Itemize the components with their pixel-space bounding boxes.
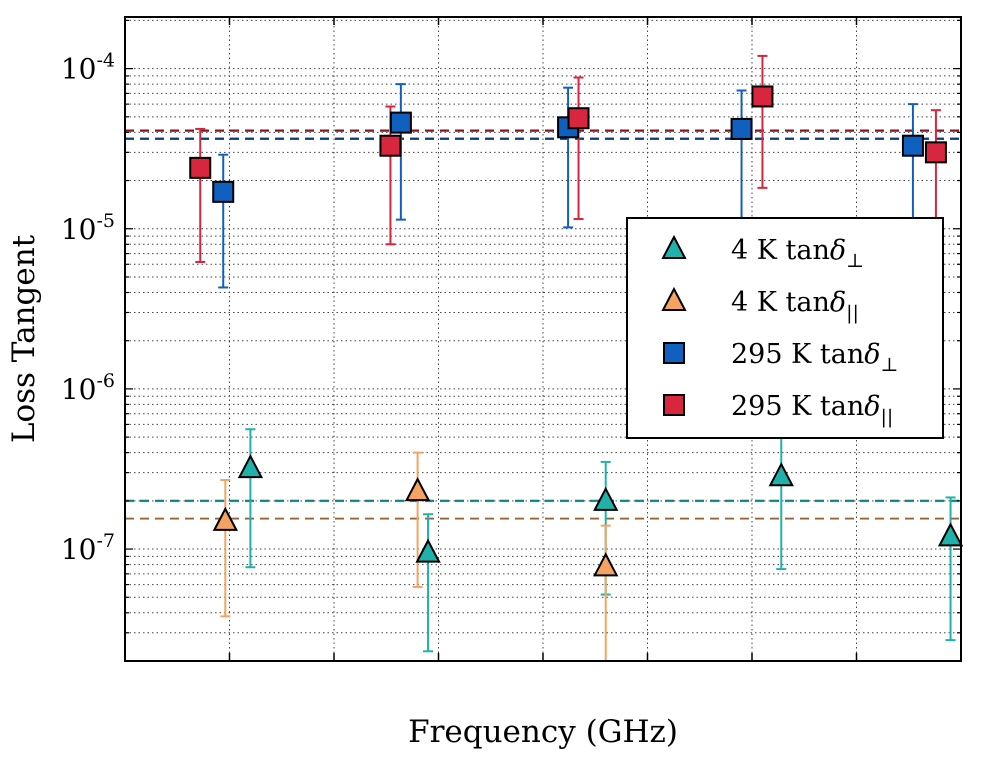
legend-label: 295 K tanδ⊥ [731, 339, 898, 376]
y-tick-label-base: 10 [61, 213, 97, 246]
data-point-triangle [404, 476, 431, 502]
data-point-square [901, 134, 924, 157]
data-point-square [389, 111, 412, 134]
y-axis-title: Loss Tangent [6, 234, 42, 443]
legend-label-symbol: δ [830, 235, 846, 266]
y-tick-label-exponent: -4 [96, 50, 115, 72]
legend-label-subscript: || [880, 406, 893, 428]
data-point-square [212, 180, 235, 203]
legend-label-prefix: 4 K tan [731, 235, 830, 266]
legend-label: 295 K tanδ|| [731, 391, 893, 428]
y-tick-label-base: 10 [61, 533, 97, 566]
data-point-square [567, 107, 590, 130]
data-point-square [924, 141, 947, 164]
data-point-triangle [593, 552, 619, 577]
legend-label-subscript: ⊥ [846, 250, 864, 272]
y-tick-label-base: 10 [61, 53, 97, 86]
mean-lines-layer [125, 129, 961, 520]
y-tick-label: 10-4 [61, 50, 115, 86]
y-tick-label-base: 10 [61, 373, 97, 406]
legend-marker [661, 286, 687, 311]
legend: 4 K tanδ⊥4 K tanδ||295 K tanδ⊥295 K tanδ… [626, 217, 944, 439]
data-point-triangle [768, 462, 794, 487]
y-tick-label: 10-5 [61, 210, 115, 246]
y-tick-label: 10-6 [61, 370, 115, 406]
legend-label-subscript: || [846, 302, 859, 324]
ticks-layer: 10-710-610-510-4 [61, 17, 962, 662]
data-point-triangle [415, 538, 441, 563]
x-axis-title: Frequency (GHz) [408, 714, 678, 750]
data-point-square [189, 156, 212, 179]
data-point-triangle [593, 486, 619, 511]
legend-label: 4 K tanδ⊥ [731, 235, 864, 272]
data-point-square [751, 85, 774, 108]
legend-label-prefix: 295 K tan [731, 339, 864, 370]
data-point-square [730, 117, 753, 140]
legend-label-prefix: 295 K tan [731, 391, 864, 422]
data-point-square [379, 134, 402, 157]
legend-marker [663, 394, 685, 416]
data-point-triangle [937, 522, 964, 547]
y-tick-label-exponent: -5 [96, 210, 115, 232]
legend-label-symbol: δ [830, 287, 846, 318]
legend-label-symbol: δ [864, 339, 880, 370]
y-tick-label: 10-7 [61, 530, 115, 566]
data-point-triangle [212, 506, 238, 531]
markers-layer [189, 85, 964, 577]
legend-label-prefix: 4 K tan [731, 287, 830, 318]
legend-label-symbol: δ [864, 391, 880, 422]
y-tick-label-exponent: -7 [96, 530, 115, 552]
legend-marker [663, 342, 685, 364]
y-tick-label-exponent: -6 [96, 370, 115, 392]
legend-marker [661, 234, 687, 259]
legend-label-subscript: ⊥ [880, 354, 898, 376]
legend-label: 4 K tanδ|| [731, 287, 859, 324]
error-bars-layer [195, 54, 956, 661]
data-point-triangle [237, 454, 264, 479]
